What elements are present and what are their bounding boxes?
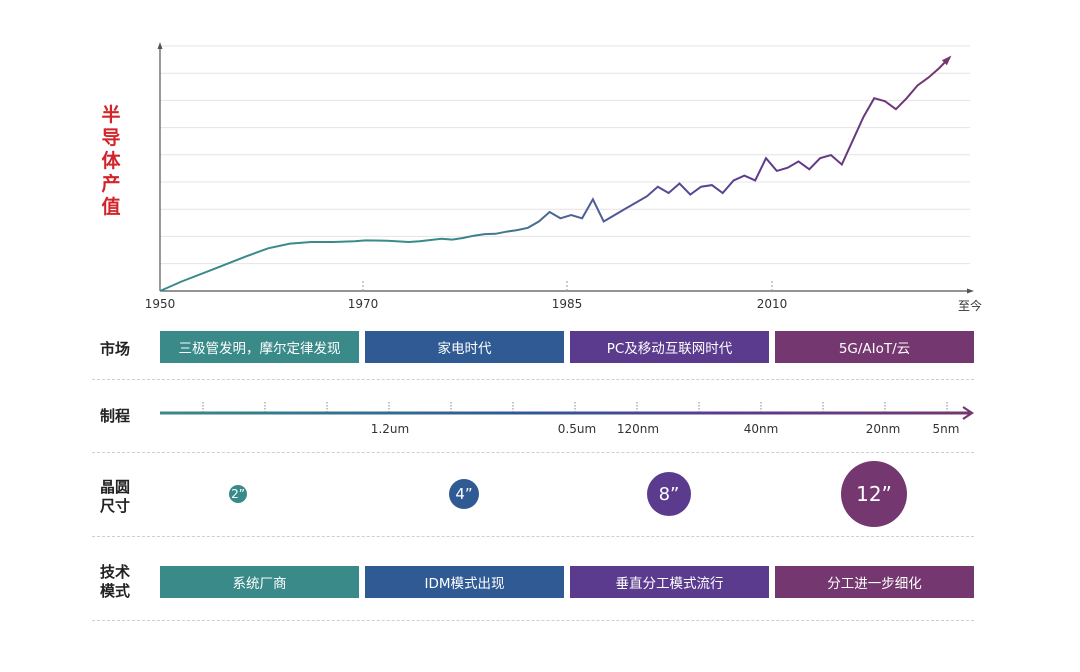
wafer-size-circle: 8” xyxy=(647,472,691,516)
y-title-char: 体 xyxy=(101,150,121,172)
market-bar: 5G/AIoT/云 xyxy=(775,331,974,363)
tech-bar: 系统厂商 xyxy=(160,566,359,598)
process-node-label: 120nm xyxy=(616,422,660,436)
wafer-size-circle: 2” xyxy=(229,485,247,503)
series-line xyxy=(159,56,951,292)
row-label-wafer: 晶圆 尺寸 xyxy=(100,478,131,515)
divider xyxy=(92,452,974,453)
x-tick-label: 1970 xyxy=(347,297,379,311)
y-axis-arrow xyxy=(157,42,163,49)
process-arrow xyxy=(962,406,974,420)
market-bar: PC及移动互联网时代 xyxy=(570,331,769,363)
process-node-label: 0.5um xyxy=(557,422,597,436)
y-title-char: 值 xyxy=(101,196,121,218)
market-bar: 三极管发明，摩尔定律发现 xyxy=(160,331,359,363)
wafer-size-circle: 12” xyxy=(841,461,907,527)
row-label-tech: 技术 模式 xyxy=(100,563,131,600)
y-title-char: 半 xyxy=(101,104,121,126)
row-label-market: 市场 xyxy=(100,340,131,358)
x-tick-label: 2010 xyxy=(756,297,788,311)
tech-bar: 垂直分工模式流行 xyxy=(570,566,769,598)
divider xyxy=(92,536,974,537)
process-axis xyxy=(160,402,974,420)
divider xyxy=(92,620,974,621)
divider xyxy=(92,379,974,380)
y-title-char: 导 xyxy=(101,127,121,149)
process-node-label: 1.2um xyxy=(370,422,410,436)
x-tick-label: 1985 xyxy=(551,297,583,311)
wafer-size-circle: 4” xyxy=(449,479,479,509)
row-label-process: 制程 xyxy=(100,407,131,425)
x-tick-label: 1950 xyxy=(144,297,176,311)
process-node-label: 5nm xyxy=(932,422,960,436)
x-axis-arrow xyxy=(967,288,974,294)
tech-bar: IDM模式出现 xyxy=(365,566,564,598)
series-arrow-head xyxy=(941,55,952,66)
x-tick-label: 至今 xyxy=(957,299,983,313)
line-chart xyxy=(157,42,974,294)
tech-bar: 分工进一步细化 xyxy=(775,566,974,598)
process-node-label: 20nm xyxy=(865,422,901,436)
market-bar: 家电时代 xyxy=(365,331,564,363)
y-axis-title: 半导体产值 xyxy=(98,104,124,219)
y-title-char: 产 xyxy=(101,173,121,195)
process-node-label: 40nm xyxy=(743,422,779,436)
